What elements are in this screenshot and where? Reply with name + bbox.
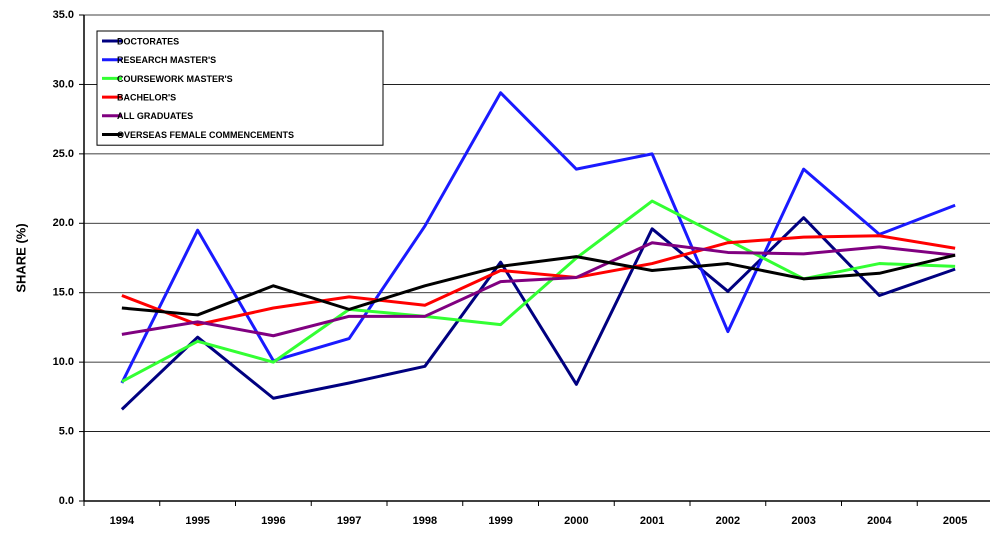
x-tick-label: 2004 [867, 515, 892, 527]
legend-label: ALL GRADUATES [117, 111, 193, 121]
x-tick-label: 1994 [110, 515, 135, 527]
series-line [121, 253, 956, 317]
legend-label: DOCTORATES [117, 36, 179, 46]
legend-box [96, 30, 384, 146]
legend-label: BACHELOR'S [117, 92, 176, 102]
series-line [121, 199, 956, 383]
y-tick-label: 25.0 [53, 148, 74, 160]
y-tick-label: 15.0 [53, 287, 74, 299]
y-tick-label: 20.0 [53, 217, 74, 229]
x-tick-label: 2001 [640, 515, 664, 527]
series-line [121, 234, 956, 327]
x-tick-label: 2003 [791, 515, 815, 527]
legend-label: OVERSEAS FEMALE COMMENCEMENTS [117, 130, 294, 140]
legend-label: RESEARCH MASTER'S [117, 55, 216, 65]
y-tick-label: 35.0 [53, 9, 74, 21]
y-tick-label: 10.0 [53, 356, 74, 368]
x-tick-label: 1995 [185, 515, 209, 527]
x-tick-label: 1998 [413, 515, 437, 527]
x-tick-label: 1999 [488, 515, 512, 527]
series-line [120, 91, 956, 384]
series-line [120, 216, 956, 411]
x-tick-label: 2000 [564, 515, 588, 527]
legend-label: COURSEWORK MASTER'S [117, 74, 233, 84]
x-tick-label: 2005 [943, 515, 967, 527]
y-tick-label: 0.0 [59, 495, 74, 507]
y-tick-label: 5.0 [59, 425, 74, 437]
y-axis-label: SHARE (%) [13, 223, 28, 292]
x-tick-label: 1996 [261, 515, 285, 527]
x-tick-label: 1997 [337, 515, 361, 527]
x-tick-label: 2002 [716, 515, 740, 527]
y-tick-label: 30.0 [53, 78, 74, 90]
series-line [121, 241, 956, 338]
